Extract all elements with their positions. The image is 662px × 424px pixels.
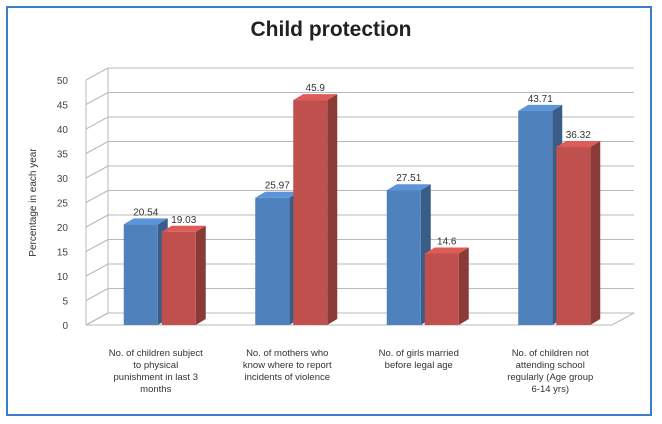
wall-line <box>85 116 109 130</box>
bar-top <box>161 225 206 232</box>
category-label: No. of children not <box>512 348 589 359</box>
wall-line <box>85 67 109 81</box>
wall-line <box>85 92 109 105</box>
bar <box>161 231 196 325</box>
data-label: 27.51 <box>396 173 421 184</box>
category-label: months <box>140 384 171 395</box>
y-tick-label: 50 <box>57 76 69 87</box>
chart-title: Child protection <box>250 18 412 41</box>
bar <box>556 147 591 325</box>
bar-top <box>424 247 469 254</box>
category-label: No. of mothers who <box>246 348 328 359</box>
y-tick-label: 5 <box>62 297 68 308</box>
bar-top <box>123 218 168 225</box>
bar-side <box>590 141 601 325</box>
bar-side <box>195 225 206 325</box>
data-label: 20.54 <box>133 207 158 218</box>
wall-line <box>85 239 109 252</box>
data-label: 36.32 <box>566 130 591 141</box>
bar-side <box>458 247 469 325</box>
y-axis-label: Percentage in each year <box>28 148 39 257</box>
y-tick-label: 45 <box>57 101 69 112</box>
bar-top <box>518 104 563 111</box>
category-label: attending school <box>516 360 585 371</box>
wall-line <box>85 190 109 203</box>
y-tick-label: 30 <box>57 174 69 185</box>
bar <box>255 197 290 325</box>
category-label: regularly (Age group <box>507 372 593 383</box>
category-label: punishment in last 3 <box>114 372 199 383</box>
category-label: incidents of violence <box>244 372 330 383</box>
bar <box>123 224 158 325</box>
category-label: know where to report <box>243 360 332 371</box>
bar <box>518 110 553 325</box>
y-tick-label: 20 <box>57 223 69 234</box>
y-tick-label: 10 <box>57 272 69 283</box>
data-label: 19.03 <box>171 215 196 226</box>
wall-line <box>85 288 109 301</box>
bar <box>424 253 459 325</box>
y-tick-label: 40 <box>57 125 69 136</box>
wall-line <box>85 165 109 179</box>
category-label: No. of children subject <box>109 348 203 359</box>
data-label: 43.71 <box>528 94 553 105</box>
y-tick-label: 25 <box>57 199 69 210</box>
bar <box>386 190 421 325</box>
bar <box>293 100 328 325</box>
category-label: before legal age <box>385 360 453 371</box>
wall-line <box>85 214 109 228</box>
data-label: 45.9 <box>306 83 326 94</box>
category-label: to physical <box>133 360 178 371</box>
bar-top <box>293 94 338 101</box>
y-tick-label: 0 <box>62 321 68 332</box>
category-label: No. of girls married <box>379 348 459 359</box>
y-tick-label: 15 <box>57 248 69 259</box>
y-tick-label: 35 <box>57 150 69 161</box>
bar-top <box>255 191 300 198</box>
bar-top <box>556 141 601 148</box>
data-label: 25.97 <box>265 181 290 192</box>
category-label: 6-14 yrs) <box>532 384 569 395</box>
data-label: 14.6 <box>437 236 457 247</box>
wall-line <box>85 141 109 154</box>
bar-side <box>327 94 338 325</box>
bar-top <box>386 184 431 191</box>
wall-line <box>85 263 109 277</box>
